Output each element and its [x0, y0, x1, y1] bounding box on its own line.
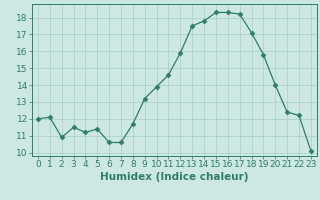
X-axis label: Humidex (Indice chaleur): Humidex (Indice chaleur)	[100, 172, 249, 182]
